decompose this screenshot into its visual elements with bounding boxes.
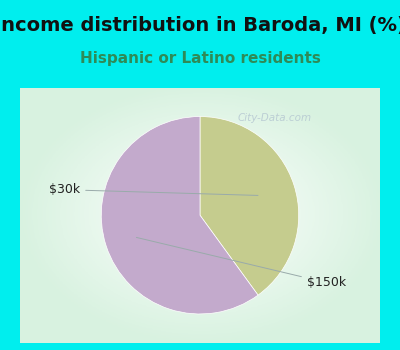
Wedge shape xyxy=(101,117,258,314)
Text: Hispanic or Latino residents: Hispanic or Latino residents xyxy=(80,51,320,66)
Text: $150k: $150k xyxy=(136,237,346,289)
Text: $30k: $30k xyxy=(49,183,258,196)
Text: Income distribution in Baroda, MI (%): Income distribution in Baroda, MI (%) xyxy=(0,16,400,35)
Wedge shape xyxy=(200,117,299,295)
Text: City-Data.com: City-Data.com xyxy=(238,113,312,123)
